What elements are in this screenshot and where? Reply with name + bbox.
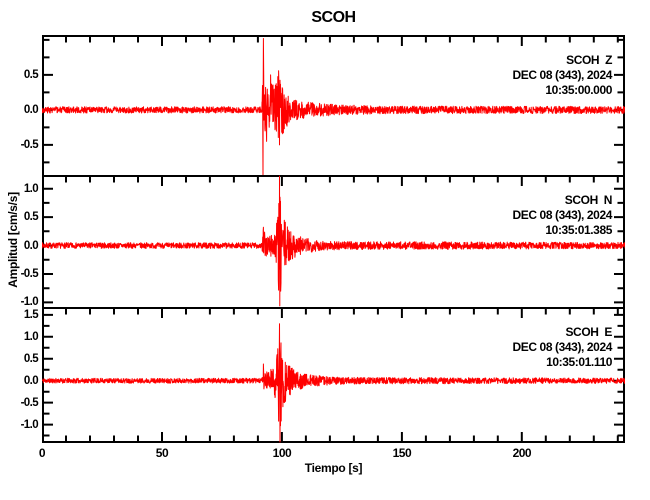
waveform-trace-e [42,323,625,443]
annotation-line: SCOH Z [566,53,612,67]
trace-annotation-e: SCOH E DEC 08 (343), 2024 10:35:01.110 [512,325,612,370]
y-tick-label: -0.5 [20,138,39,151]
y-tick-label: -1.0 [20,418,39,431]
annotation-line: SCOH E [565,325,612,339]
annotation-line: 10:35:00.000 [545,83,612,97]
y-tick-label: 0.5 [23,68,39,81]
trace-panel-z [42,35,625,175]
annotation-line: 10:35:01.110 [546,355,612,369]
annotation-line: DEC 08 (343), 2024 [512,208,612,222]
x-tick-label: 50 [155,446,169,460]
trace-panel-e [42,307,625,443]
y-tick-label: -0.5 [20,396,39,409]
y-tick-label: 1.0 [23,182,39,195]
y-tick-label: 0.5 [23,211,39,224]
y-tick-label: -0.5 [20,268,39,280]
y-tick-label: 0.0 [23,374,39,387]
waveform-trace-z [42,38,625,175]
panel-frame-n [42,175,625,307]
y-tick-label: 0.0 [23,239,39,252]
panel-frame-e [42,307,625,443]
annotation-line: 10:35:01.385 [545,223,612,237]
trace-annotation-n: SCOH N DEC 08 (343), 2024 10:35:01.385 [512,193,612,238]
y-tick-label: 0.0 [23,103,39,116]
y-tick-label: -1.0 [20,296,39,309]
x-tick-label: 100 [272,446,292,460]
waveform-trace-n [42,175,625,307]
y-tick-label: 1.5 [23,308,39,321]
x-tick-label: 150 [392,446,412,460]
y-tick-label: 0.5 [23,352,39,365]
annotation-line: DEC 08 (343), 2024 [512,68,612,82]
y-tick-label: 1.0 [23,330,39,343]
x-tick-label: 0 [38,446,46,460]
x-axis-label: Tiempo [s] [304,461,363,475]
annotation-line: SCOH N [564,193,613,207]
annotation-line: DEC 08 (343), 2024 [512,340,612,354]
figure-title: SCOH [311,9,356,26]
trace-annotation-z: SCOH Z DEC 08 (343), 2024 10:35:00.000 [512,53,612,98]
panel-frame-z [42,35,625,175]
x-tick-label: 200 [512,446,532,460]
trace-panel-n [42,175,625,307]
panel-ticks-e [44,309,623,441]
